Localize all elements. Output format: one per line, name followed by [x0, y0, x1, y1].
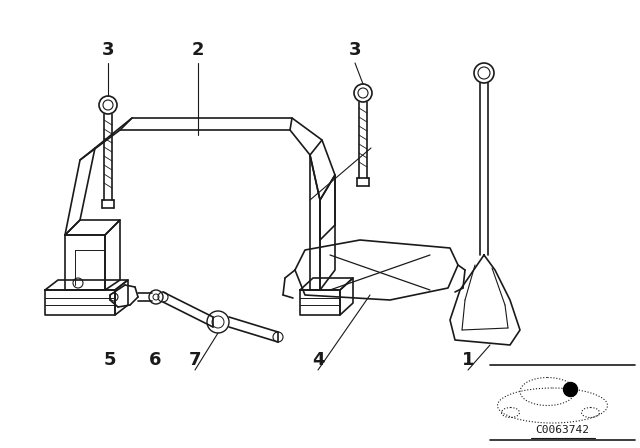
Text: 7: 7	[189, 351, 201, 369]
Text: 4: 4	[312, 351, 324, 369]
Text: 3: 3	[102, 41, 115, 59]
Text: 3: 3	[349, 41, 361, 59]
Circle shape	[563, 383, 577, 396]
Text: C0063742: C0063742	[536, 425, 589, 435]
Text: 6: 6	[148, 351, 161, 369]
Text: 1: 1	[461, 351, 474, 369]
Text: 5: 5	[104, 351, 116, 369]
Text: 2: 2	[192, 41, 204, 59]
